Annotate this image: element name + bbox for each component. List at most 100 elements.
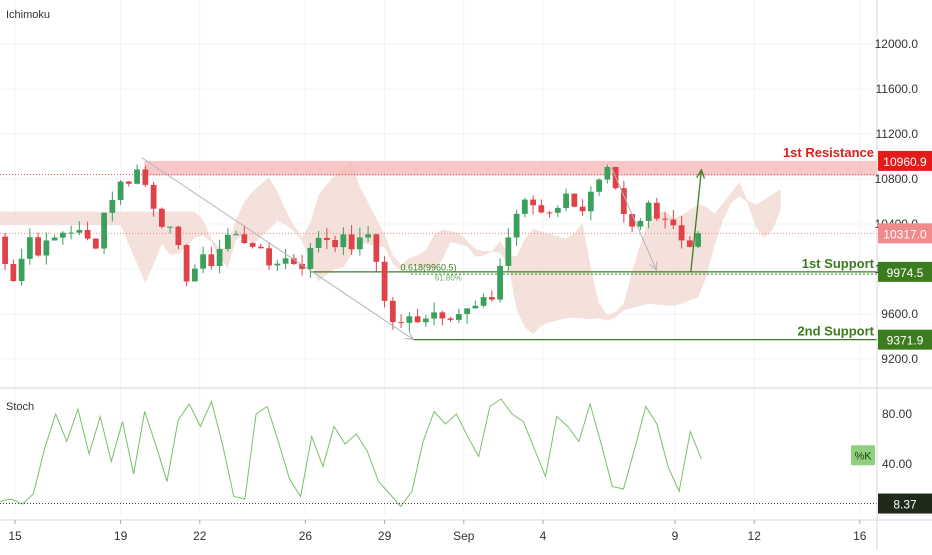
candle-body <box>109 199 116 213</box>
candle-body <box>571 193 578 207</box>
candle-body <box>125 181 132 184</box>
candle-body <box>389 300 396 323</box>
x-tick-label: 16 <box>853 529 867 543</box>
candle-body <box>620 188 627 214</box>
level-label-2: 1st Support <box>802 256 875 271</box>
down-arrow-2 <box>611 167 657 271</box>
candle-body <box>431 312 437 319</box>
stoch-panel-label: Stoch <box>6 401 34 413</box>
candle-body <box>637 220 644 227</box>
support-1-price-tag: 9974.5 <box>887 266 924 280</box>
fib-level-label: 0.618(9960.5) <box>400 262 456 272</box>
candle-body <box>373 234 380 262</box>
candle-body <box>266 248 272 266</box>
candle-body <box>332 240 338 248</box>
candle-body <box>315 237 322 248</box>
price-tags: 10960.9 10317.0 9974.5 9371.9 8.37 <box>878 150 932 514</box>
price-panel-label: Ichimoku <box>6 9 50 21</box>
candle-body <box>563 193 569 208</box>
candle-body <box>84 230 91 239</box>
candle-body <box>497 265 503 300</box>
candle-body <box>686 240 693 247</box>
candle-body <box>92 238 99 249</box>
candle-body <box>365 234 371 238</box>
candle-body <box>150 184 157 209</box>
down-arrow-1-head <box>404 331 415 341</box>
candle-body <box>43 240 50 256</box>
price-tick-label: 12000.0 <box>875 37 919 51</box>
fib-percent-label: 61.80% <box>435 273 462 282</box>
ichimoku-cloud <box>0 161 781 335</box>
candle-body <box>596 179 602 192</box>
candle-body <box>208 254 215 267</box>
candle-body <box>579 206 586 212</box>
candle-body <box>538 205 545 213</box>
candle-body <box>282 258 289 264</box>
candle-body <box>340 234 347 248</box>
candle-body <box>68 232 74 234</box>
stoch-panel: %K <box>0 398 877 508</box>
candle-body <box>117 181 124 200</box>
candle-body <box>241 234 248 244</box>
candle-body <box>398 322 404 324</box>
candle-body <box>629 213 635 227</box>
candle-body <box>670 219 677 226</box>
up-arrow <box>690 169 703 272</box>
candle-body <box>455 314 462 320</box>
resistance-price-tag: 10960.9 <box>883 155 927 169</box>
candle-body <box>183 245 190 282</box>
resistance-price-tag-bg <box>878 150 932 171</box>
candle-body <box>257 246 264 249</box>
candle-body <box>356 237 363 250</box>
stoch-k-line <box>0 398 702 508</box>
candle-body <box>59 232 66 238</box>
candle-body <box>422 318 429 323</box>
candle-body <box>274 263 281 266</box>
candle-body <box>142 169 149 185</box>
support-2-price-tag: 9371.9 <box>887 334 924 348</box>
candle-body <box>307 247 314 269</box>
candle-body <box>464 308 470 315</box>
x-tick-label: 26 <box>299 529 313 543</box>
stoch-k-tag: %K <box>854 450 872 462</box>
price-tick-label: 10800.0 <box>875 172 919 186</box>
stoch-tick-label: 80.00 <box>882 407 912 421</box>
down-arrow-2-head <box>649 261 658 272</box>
candle-body <box>290 258 297 264</box>
candle-body <box>76 230 83 233</box>
level-label-1: 1st Resistance <box>783 145 874 160</box>
candle-body <box>348 234 355 250</box>
candle-body <box>216 249 223 267</box>
price-tick-label: 11200.0 <box>876 127 919 141</box>
annotations: 0.618(9960.5)61.80% 1st Resistance 1st Sup… <box>141 145 875 341</box>
price-tick-label: 11600.0 <box>876 82 919 96</box>
candle-body <box>678 225 685 241</box>
cloud-area <box>0 161 781 335</box>
candle-body <box>191 268 198 282</box>
price-tick-label: 9200.0 <box>881 352 918 366</box>
candle-body <box>521 199 528 214</box>
level-label-3: 2nd Support <box>797 324 874 339</box>
candle-body <box>530 199 536 206</box>
candle-body <box>406 316 413 323</box>
stoch-oversold-tag-bg <box>878 493 932 514</box>
candle-body <box>200 254 206 269</box>
candle-body <box>175 226 182 246</box>
candle-body <box>381 261 388 301</box>
candle-body <box>587 191 594 212</box>
candle-body <box>2 236 8 264</box>
candle-body <box>447 318 454 320</box>
candle-body <box>488 297 495 300</box>
up-arrow-head <box>696 168 706 179</box>
candle-body <box>101 212 107 249</box>
candle-body <box>414 316 421 323</box>
candle-body <box>323 237 330 241</box>
candle-body <box>167 226 173 228</box>
stoch-k-tag-bg <box>851 445 875 466</box>
candle-body <box>51 237 58 241</box>
candle-body <box>645 202 652 221</box>
candle-body <box>554 207 561 213</box>
support-1-price-tag-bg <box>878 261 932 282</box>
